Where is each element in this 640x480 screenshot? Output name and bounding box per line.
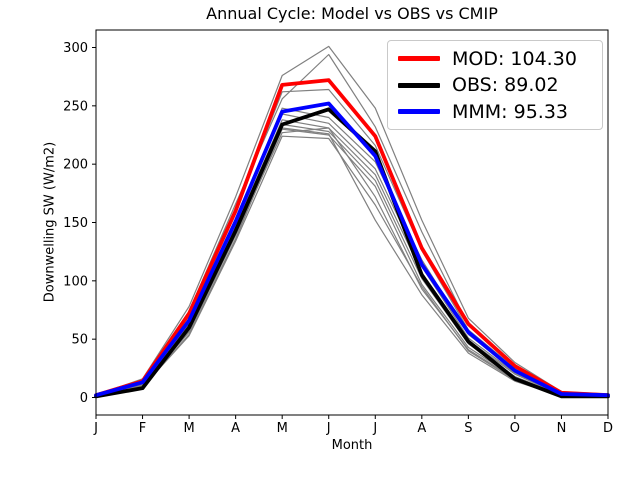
- legend-label-obs: OBS: 89.02: [452, 74, 559, 96]
- y-tick-label: 150: [63, 216, 88, 231]
- legend: MOD: 104.30 OBS: 89.02 MMM: 95.33: [387, 40, 603, 130]
- x-tick-label: F: [139, 421, 146, 436]
- chart-title: Annual Cycle: Model vs OBS vs CMIP: [206, 4, 498, 23]
- legend-label-mod: MOD: 104.30: [452, 47, 577, 70]
- cmip-model-line: [95, 123, 609, 397]
- y-tick-label: 100: [63, 274, 88, 289]
- cmip-model-line: [95, 127, 609, 397]
- y-tick-label: 200: [63, 158, 88, 173]
- cmip-model-line: [95, 127, 609, 397]
- x-tick-label: J: [93, 421, 98, 436]
- x-axis-label: Month: [331, 438, 373, 453]
- x-tick-label: M: [277, 421, 288, 436]
- x-tick-label: O: [510, 421, 520, 436]
- x-tick-label: J: [326, 421, 331, 436]
- cmip-model-line: [95, 45, 609, 396]
- legend-label-mmm: MMM: 95.33: [452, 100, 569, 123]
- y-axis-label: Downwelling SW (W/m2): [42, 141, 58, 303]
- mmm-line-swatch: [398, 109, 440, 114]
- y-tick-label: 300: [63, 41, 88, 56]
- mmm-line: [94, 101, 610, 398]
- x-tick-label: D: [603, 421, 613, 436]
- y-tick-label: 50: [71, 333, 88, 348]
- mod-line: [94, 78, 610, 398]
- legend-entry-mmm: MMM: 95.33: [388, 101, 602, 123]
- x-tick-label: A: [417, 421, 426, 436]
- x-tick-label: J: [372, 421, 377, 436]
- x-tick-label: A: [231, 421, 240, 436]
- x-tick-label: M: [183, 421, 194, 436]
- x-tick-label: N: [557, 421, 567, 436]
- cmip-model-line: [95, 128, 609, 397]
- legend-entry-obs: OBS: 89.02: [388, 74, 602, 96]
- obs-line-swatch: [398, 82, 440, 88]
- x-tick-label: S: [464, 421, 472, 436]
- y-tick-label: 250: [63, 99, 88, 114]
- legend-entry-mod: MOD: 104.30: [388, 48, 602, 70]
- y-tick-label: 0: [80, 391, 88, 406]
- mod-line-swatch: [398, 56, 440, 61]
- cmip-model-line: [95, 135, 609, 397]
